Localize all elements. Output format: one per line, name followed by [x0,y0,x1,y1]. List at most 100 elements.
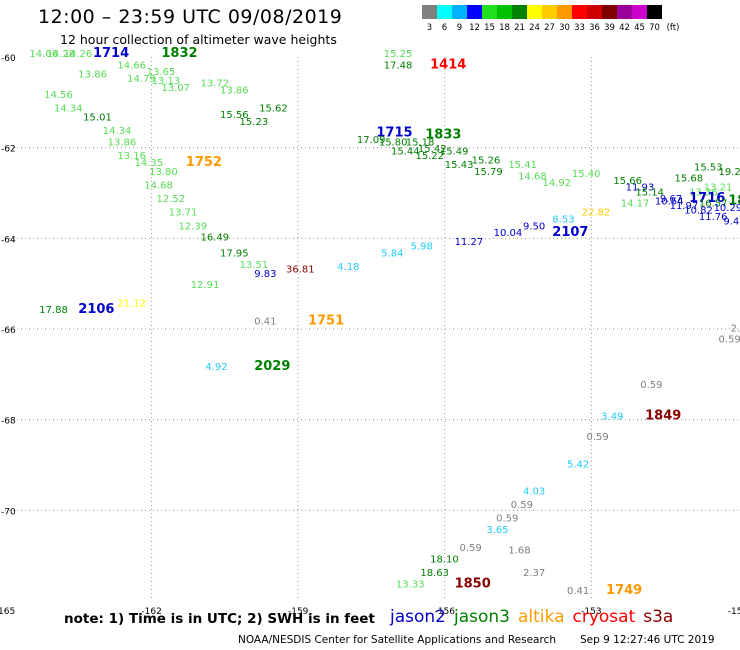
wave-height-label: 13.80 [149,167,178,178]
pass-time-label: 2107 [552,225,588,240]
wave-height-label: 13.71 [169,208,198,219]
wave-height-label: 15.42 [418,144,447,155]
pass-time-label: 2106 [78,302,114,317]
wave-height-label: 13.07 [161,83,190,94]
scale-label: 45 [634,23,645,33]
wave-height-label: 15.56 [220,110,249,121]
pass-time-label: 1715 [376,125,412,140]
pass-time-label: 1833 [425,128,461,143]
wave-height-label: 13.86 [78,69,107,80]
wave-height-label: 13.13 [152,76,181,87]
latitude-tick-label: -66 [1,326,16,336]
wave-height-label: 9.67 [660,194,682,205]
wave-height-label: 10.54 [655,196,684,207]
wave-height-label: 4.03 [523,486,545,497]
scale-label: 39 [604,23,615,33]
wave-height-label: 16.57 [699,199,728,210]
wave-height-label: 3.49 [601,412,623,423]
scale-label: 9 [456,23,463,33]
wave-height-label: 16.49 [200,233,229,244]
wave-height-label: 2.90 [731,323,740,334]
wave-height-label: 0.41 [254,316,276,327]
wave-height-label: 15.80 [379,137,408,148]
wave-height-label: 0.59 [459,543,481,554]
scale-swatch [512,5,527,19]
wave-height-label: 15.23 [240,117,269,128]
subtitle: 12 hour collection of altimeter wave hei… [60,32,337,47]
scale-swatch [452,5,467,19]
longitude-tick-label: -156 [435,607,456,617]
scale-swatch [542,5,557,19]
wave-height-label: 11.27 [455,237,484,248]
pass-time-label: 1749 [606,583,642,598]
satellite-legend-item: s3a [643,607,674,627]
wave-height-label: 0.59 [496,514,518,525]
wave-height-label: 11.93 [626,183,655,194]
satellite-legend-item: altika [518,607,565,627]
scale-label: 3 [426,23,433,33]
wave-height-label: 5.84 [381,248,403,259]
wave-height-label: 13.36 [689,187,718,198]
wave-height-label: 17.95 [220,248,249,259]
wave-height-label: 15.44 [391,146,420,157]
wave-height-label: 15.43 [445,160,474,171]
wave-height-label: 4.18 [337,262,359,273]
wave-height-label: 19.27 [718,167,740,178]
wave-height-label: 15.40 [572,169,601,180]
wave-height-label: 14.28 [47,49,76,60]
scale-swatch [497,5,512,19]
scale-label: 12 [469,23,480,33]
scale-swatch [467,5,482,19]
pass-time-label: 2029 [254,359,290,374]
wave-height-label: 14.68 [144,180,173,191]
pass-time-label: 1850 [455,576,491,591]
wave-height-label: 12.91 [191,280,220,291]
wave-height-label: 15.26 [472,156,501,167]
pass-time-label: 1832 [161,46,197,61]
pass-time-label: 1414 [430,57,466,72]
wave-height-label: 18.10 [430,554,459,565]
wave-height-label: 13.86 [220,85,249,96]
wave-height-label: 14.17 [621,199,650,210]
wave-height-label: 14.92 [543,178,572,189]
wave-height-label: 1.68 [508,545,530,556]
pass-time-label: 1752 [186,155,222,170]
wave-height-label: 14.35 [134,158,163,169]
latitude-tick-label: -60 [1,54,16,64]
wave-height-label: 14.66 [117,60,146,71]
wave-height-label: 11.76 [699,212,728,223]
wave-height-label: 14.26 [64,49,93,60]
pass-time-label: 1751 [308,313,344,328]
wave-height-label: 15.14 [635,187,664,198]
scale-label: 27 [544,23,555,33]
scale-label: 21 [514,23,525,33]
scale-label: 24 [529,23,540,33]
pass-time-label: 1834 [728,193,740,208]
wave-height-label: 9.47 [723,217,740,228]
wave-height-label: 0.59 [640,380,662,391]
wave-height-label: 14.79 [127,74,156,85]
wave-height-label: 15.41 [508,160,537,171]
wave-height-label: 0.59 [587,432,609,443]
scale-label: 70 [649,23,660,33]
wave-height-label: 15.66 [613,176,642,187]
wave-height-label: 2.37 [523,568,545,579]
wave-height-label: 10.29 [714,203,740,214]
scale-swatch [572,5,587,19]
wave-height-label: 15.18 [406,137,435,148]
wave-height-label: 9.50 [523,221,545,232]
wave-height-label: 13.16 [117,151,146,162]
longitude-tick-label: -159 [288,607,309,617]
scale-swatch [557,5,572,19]
scale-swatch [587,5,602,19]
wave-height-label: 12.52 [156,194,185,205]
wave-height-label: 15.01 [83,112,112,123]
wave-height-label: 4.92 [205,362,227,373]
longitude-tick-label: -153 [581,607,601,617]
satellite-legend-item: jason2 [390,607,446,627]
latitude-tick-label: -70 [1,507,16,517]
wave-height-label: 5.42 [567,459,589,470]
scale-label: 15 [484,23,495,33]
wave-height-label: 13.65 [147,67,176,78]
